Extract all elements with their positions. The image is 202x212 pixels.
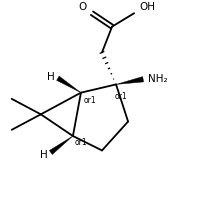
Polygon shape: [116, 77, 144, 84]
Polygon shape: [49, 136, 73, 155]
Polygon shape: [57, 76, 81, 93]
Text: OH: OH: [139, 2, 155, 12]
Text: O: O: [79, 2, 87, 12]
Text: or1: or1: [115, 92, 128, 101]
Text: NH₂: NH₂: [148, 74, 168, 84]
Text: or1: or1: [75, 138, 87, 147]
Text: H: H: [47, 72, 55, 82]
Text: or1: or1: [84, 96, 97, 105]
Text: H: H: [40, 150, 48, 160]
